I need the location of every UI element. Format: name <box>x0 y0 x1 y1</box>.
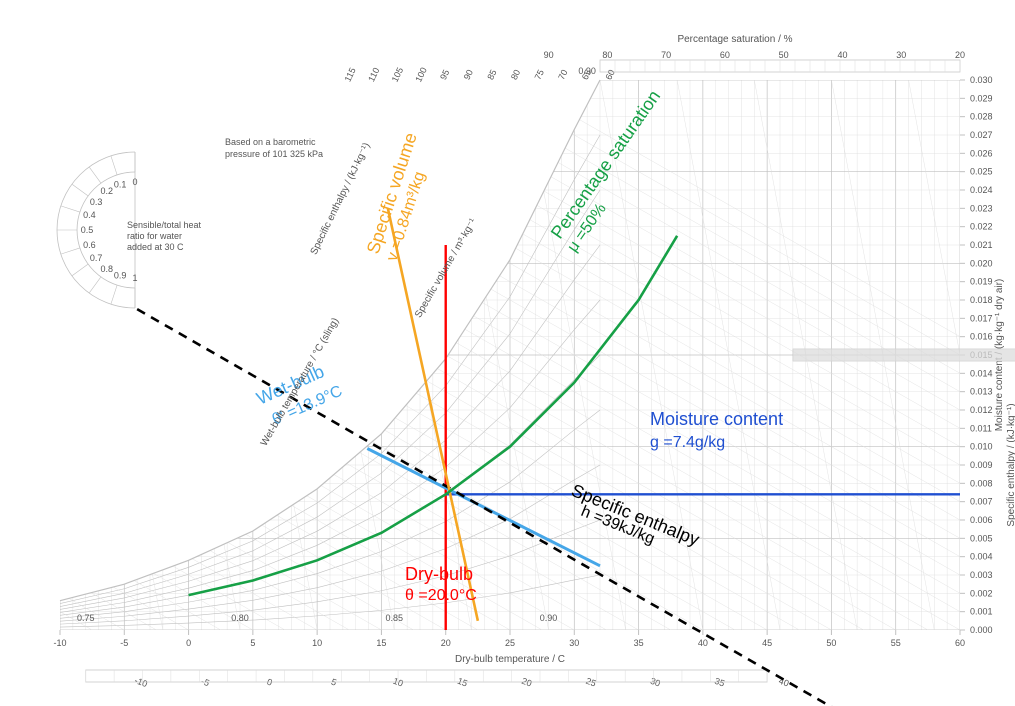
x-tick: 30 <box>569 638 579 648</box>
moisture_v-label: g =7.4g/kg <box>650 434 725 451</box>
y-tick: 0.021 <box>970 240 993 250</box>
x-tick: 55 <box>891 638 901 648</box>
pressure-note: Based on a barometric <box>225 137 316 147</box>
y-tick: 0.028 <box>970 112 993 122</box>
scale-band <box>793 349 1015 361</box>
protractor-tick: 0.8 <box>101 264 114 274</box>
y-tick: 0.018 <box>970 295 993 305</box>
y-tick: 0.026 <box>970 148 993 158</box>
y-tick: 0.016 <box>970 332 993 342</box>
y-tick: 0.010 <box>970 442 993 452</box>
x-tick: -5 <box>120 638 128 648</box>
volume-tick: 0.90 <box>578 66 596 76</box>
protractor-tick: 0.4 <box>83 210 96 220</box>
y-tick: 0.023 <box>970 203 993 213</box>
y-tick: 0.001 <box>970 607 993 617</box>
y-tick: 0.020 <box>970 258 993 268</box>
x-tick: 15 <box>376 638 386 648</box>
psychrometric-chart: -10-5051015202530354045505560Dry-bulb te… <box>0 0 1015 706</box>
dry_bulb_v-label: θ =20.0°C <box>405 587 477 604</box>
pct-tick: 50 <box>779 50 789 60</box>
y-tick: 0.025 <box>970 167 993 177</box>
y-tick: 0.019 <box>970 277 993 287</box>
x-tick: 25 <box>505 638 515 648</box>
moisture-label: Moisture content <box>650 409 783 429</box>
x-tick: 60 <box>955 638 965 648</box>
volume-tick: 0.90 <box>540 613 558 623</box>
x-tick: -10 <box>53 638 66 648</box>
protractor-tick: 0 <box>132 177 137 187</box>
y-tick: 0.011 <box>970 423 992 433</box>
protractor-label: ratio for water <box>127 231 182 241</box>
x-tick: 50 <box>826 638 836 648</box>
pct-tick: 80 <box>602 50 612 60</box>
y-tick: 0.004 <box>970 552 993 562</box>
y-tick: 0.014 <box>970 368 993 378</box>
pct-tick: 20 <box>955 50 965 60</box>
y-tick: 0.024 <box>970 185 993 195</box>
protractor-label: Sensible/total heat <box>127 220 202 230</box>
y-tick: 0.017 <box>970 313 993 323</box>
y-tick: 0.007 <box>970 497 993 507</box>
pct-axis-label: Percentage saturation / % <box>677 34 792 45</box>
volume-tick: 0.85 <box>386 613 404 623</box>
pct-tick: 40 <box>837 50 847 60</box>
x-tick: 0 <box>186 638 191 648</box>
enthalpy-right-label: Specific enthalpy / (kJ·kg⁻¹) <box>1006 403 1015 526</box>
pct-tick: 60 <box>720 50 730 60</box>
y-tick: 0.013 <box>970 387 993 397</box>
protractor-label: added at 30 C <box>127 242 184 252</box>
pct-tick: 90 <box>544 50 554 60</box>
volume-tick: 0.75 <box>77 613 95 623</box>
dry_bulb-label: Dry-bulb <box>405 564 473 584</box>
y-tick: 0.002 <box>970 588 993 598</box>
pressure-note: pressure of 101 325 kPa <box>225 149 323 159</box>
y-tick: 0.022 <box>970 222 993 232</box>
protractor-tick: 1 <box>132 273 137 283</box>
y-tick: 0.008 <box>970 478 993 488</box>
protractor-tick: 0.7 <box>90 253 103 263</box>
y-tick: 0.030 <box>970 75 993 85</box>
protractor-tick: 0.3 <box>90 197 103 207</box>
protractor-tick: 0.2 <box>101 186 114 196</box>
protractor-tick: 0.1 <box>114 179 127 189</box>
y-tick: 0.029 <box>970 93 993 103</box>
x-tick: 20 <box>441 638 451 648</box>
x-tick: 5 <box>250 638 255 648</box>
x-tick: 35 <box>634 638 644 648</box>
y-tick: 0.006 <box>970 515 993 525</box>
y-tick: 0.009 <box>970 460 993 470</box>
pct-tick: 30 <box>896 50 906 60</box>
y-tick: 0.000 <box>970 625 993 635</box>
x-axis-label: Dry-bulb temperature / C <box>455 654 565 665</box>
pct-tick: 70 <box>661 50 671 60</box>
y-tick: 0.012 <box>970 405 993 415</box>
protractor-tick: 0.5 <box>81 225 94 235</box>
x-tick: 10 <box>312 638 322 648</box>
x-tick: 40 <box>698 638 708 648</box>
x-tick: 45 <box>762 638 772 648</box>
protractor-tick: 0.9 <box>114 271 127 281</box>
y-tick: 0.003 <box>970 570 993 580</box>
volume-tick: 0.80 <box>231 613 249 623</box>
y-tick: 0.027 <box>970 130 993 140</box>
y-tick: 0.005 <box>970 533 993 543</box>
protractor-tick: 0.6 <box>83 240 96 250</box>
